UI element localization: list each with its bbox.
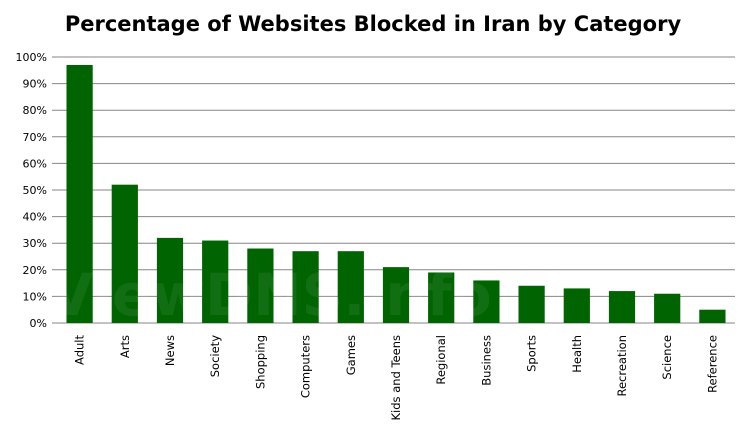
x-tick-label: Adult (73, 335, 87, 365)
bar-arts (111, 184, 138, 323)
bar-health (563, 288, 590, 323)
x-tick-label: Recreation (615, 335, 629, 397)
y-tick-label: 0% (30, 317, 47, 330)
x-tick-label: Sports (525, 335, 539, 372)
x-tick-label: News (163, 335, 177, 366)
bar-science (654, 293, 681, 323)
x-tick-label: Arts (118, 335, 132, 358)
bar-society (202, 240, 229, 323)
bar-shopping (247, 248, 274, 323)
x-tick-label: Health (570, 335, 584, 373)
bar-news (156, 237, 184, 323)
watermark: ViewDNS.info (48, 261, 491, 329)
x-tick-label: Regional (434, 335, 448, 385)
x-tick-label: Reference (705, 335, 719, 393)
y-tick-label: 70% (23, 131, 47, 144)
x-tick-label: Shopping (253, 335, 267, 389)
y-tick-label: 80% (23, 104, 47, 117)
y-tick-label: 60% (23, 157, 47, 170)
bar-regional (428, 272, 455, 323)
y-tick-label: 90% (23, 78, 47, 91)
bar-kids-and-teens (382, 267, 410, 323)
y-tick-label: 20% (23, 264, 47, 277)
x-tick-label: Business (479, 335, 493, 386)
bar-computers (292, 251, 319, 323)
y-tick-label: 30% (23, 237, 47, 250)
x-tick-label: Science (660, 335, 674, 380)
bar-recreation (608, 291, 636, 323)
chart-title: Percentage of Websites Blocked in Iran b… (64, 12, 682, 36)
bar-business (473, 280, 500, 323)
x-tick-label: Society (208, 335, 222, 377)
x-tick-label: Games (344, 335, 358, 375)
bar-sports (518, 285, 545, 323)
x-tick-label: Computers (299, 335, 313, 398)
y-tick-label: 10% (23, 290, 47, 303)
bar-adult (66, 64, 93, 323)
x-tick-label: Kids and Teens (389, 335, 403, 420)
y-tick-label: 50% (23, 184, 47, 197)
bar-games (337, 251, 364, 323)
y-tick-label: 100% (16, 51, 47, 64)
bar-reference (699, 309, 726, 323)
y-tick-label: 40% (23, 211, 47, 224)
